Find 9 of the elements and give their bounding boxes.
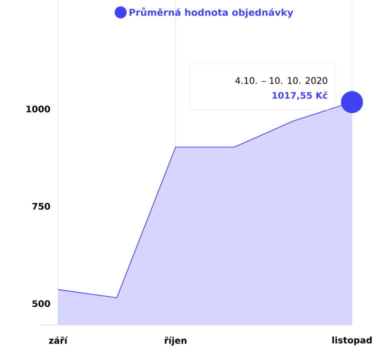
- x-tick-label: září: [49, 336, 68, 344]
- x-tick-label: listopad: [332, 336, 372, 346]
- annotation: 1017,55 Kč: [272, 92, 328, 100]
- y-tick-label: 500: [32, 300, 50, 307]
- x-tick-label: říjen: [164, 336, 186, 346]
- annotation: 4.10. – 10. 10. 2020: [235, 77, 328, 84]
- legend-label: Průměrná hodnota objednávky: [130, 7, 294, 18]
- y-tick-label: 750: [32, 202, 50, 210]
- y-tick-label: 1000: [26, 106, 50, 112]
